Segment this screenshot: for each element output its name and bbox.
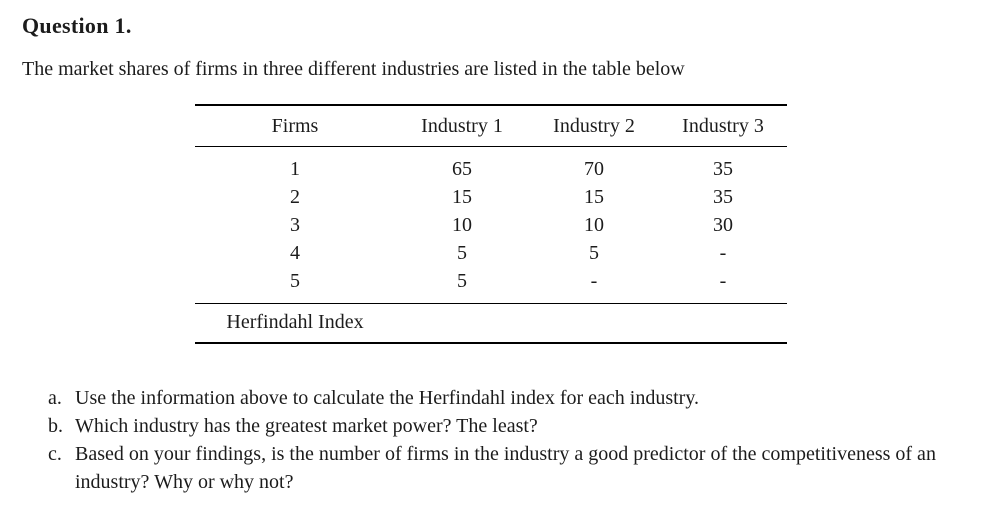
share-industry-1: 15: [452, 186, 472, 208]
share-industry-1: 5: [457, 242, 467, 264]
herfindahl-index-row: Herfindahl Index: [195, 303, 787, 343]
table-row: 3 10 10 30: [195, 211, 787, 239]
share-industry-3: 30: [713, 214, 733, 236]
market-share-table: Firms Industry 1 Industry 2 Industry 3 1…: [195, 104, 787, 344]
share-industry-2: -: [590, 270, 598, 292]
table-row: 1 65 70 35: [195, 147, 787, 184]
column-header-industry-2: Industry 2: [529, 105, 659, 147]
question-text: Based on your findings, is the number of…: [75, 443, 936, 493]
table-header-row: Firms Industry 1 Industry 2 Industry 3: [195, 105, 787, 147]
intro-paragraph: The market shares of firms in three diff…: [22, 58, 685, 80]
herfindahl-index-label: Herfindahl Index: [195, 303, 395, 343]
firm-number: 4: [290, 242, 300, 264]
table-row: 2 15 15 35: [195, 183, 787, 211]
question-heading: Question 1.: [22, 13, 132, 38]
question-label: c.: [48, 443, 62, 465]
share-industry-3: -: [719, 242, 727, 264]
herfindahl-industry-1-blank: [395, 303, 529, 343]
question-text: Use the information above to calculate t…: [75, 387, 700, 409]
share-industry-1: 65: [452, 158, 472, 180]
table-row: 5 5 - -: [195, 267, 787, 304]
share-industry-3: 35: [713, 186, 733, 208]
share-industry-1: 5: [457, 270, 467, 292]
question-item-a: a. Use the information above to calculat…: [48, 384, 999, 412]
firm-number: 5: [290, 270, 300, 292]
table-row: 4 5 5 -: [195, 239, 787, 267]
share-industry-1: 10: [452, 214, 472, 236]
firm-number: 3: [290, 214, 300, 236]
question-label: a.: [48, 387, 62, 409]
share-industry-2: 70: [584, 158, 604, 180]
herfindahl-industry-2-blank: [529, 303, 659, 343]
herfindahl-industry-3-blank: [659, 303, 787, 343]
question-text: Which industry has the greatest market p…: [75, 415, 538, 437]
share-industry-3: -: [719, 270, 727, 292]
question-item-c: c. Based on your findings, is the number…: [48, 440, 999, 496]
column-header-industry-3: Industry 3: [659, 105, 787, 147]
question-label: b.: [48, 415, 63, 437]
question-item-b: b. Which industry has the greatest marke…: [48, 412, 999, 440]
column-header-industry-1: Industry 1: [395, 105, 529, 147]
share-industry-2: 10: [584, 214, 604, 236]
column-header-firms: Firms: [195, 105, 395, 147]
firm-number: 1: [290, 158, 300, 180]
firm-number: 2: [290, 186, 300, 208]
share-industry-2: 15: [584, 186, 604, 208]
share-industry-2: 5: [589, 242, 599, 264]
share-industry-3: 35: [713, 158, 733, 180]
question-list: a. Use the information above to calculat…: [48, 384, 999, 496]
